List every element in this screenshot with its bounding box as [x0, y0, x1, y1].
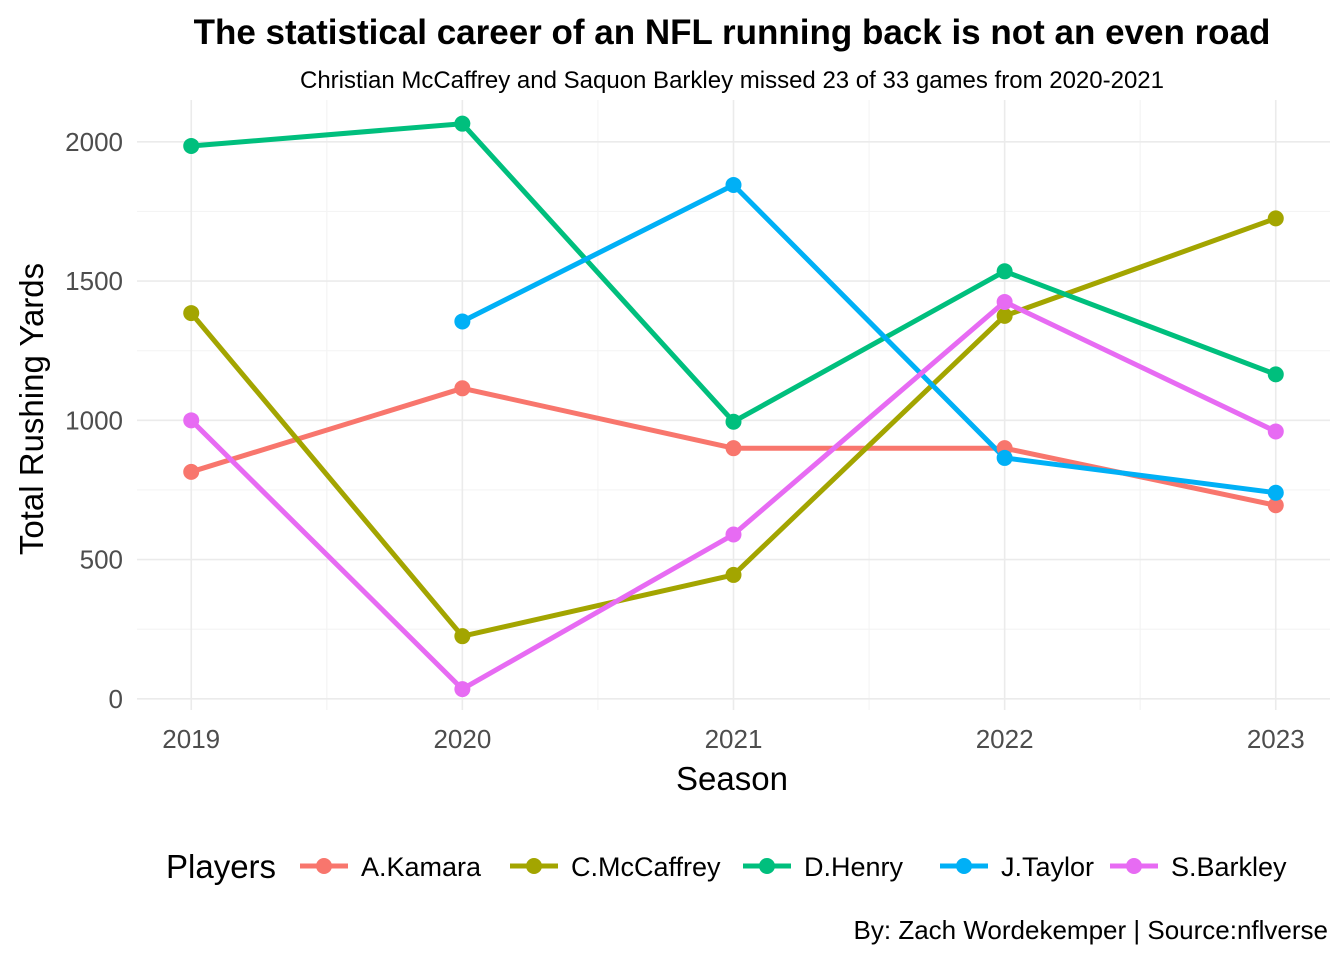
y-axis-title: Total Rushing Yards — [13, 263, 50, 555]
data-point-c-mccaffrey — [454, 628, 471, 645]
data-point-s-barkley — [454, 681, 471, 698]
chart-subtitle: Christian McCaffrey and Saquon Barkley m… — [300, 67, 1164, 94]
x-axis-ticks: 2019 2020 2021 2022 2023 — [162, 724, 1304, 754]
data-point-s-barkley — [183, 412, 200, 429]
data-point-j-taylor — [1267, 484, 1284, 501]
data-point-j-taylor — [454, 313, 471, 330]
legend-key-point — [526, 858, 542, 874]
x-tick-label: 2023 — [1247, 724, 1305, 754]
chart-title: The statistical career of an NFL running… — [194, 13, 1271, 52]
data-point-a-kamara — [1267, 497, 1284, 514]
legend-item-d-henry: D.Henry — [743, 852, 904, 882]
y-tick-label: 2000 — [65, 127, 123, 157]
data-point-a-kamara — [183, 463, 200, 480]
legend-key-point — [759, 858, 775, 874]
data-point-d-henry — [725, 413, 742, 430]
legend-label: A.Kamara — [361, 852, 482, 882]
y-axis-ticks: 0 500 1000 1500 2000 — [65, 127, 123, 714]
data-point-a-kamara — [454, 380, 471, 397]
y-tick-label: 1500 — [65, 266, 123, 296]
data-point-c-mccaffrey — [1267, 210, 1284, 227]
legend-item-a-kamara: A.Kamara — [300, 852, 482, 882]
data-point-d-henry — [1267, 366, 1284, 383]
data-point-s-barkley — [996, 293, 1013, 310]
data-point-c-mccaffrey — [183, 305, 200, 322]
x-tick-label: 2020 — [433, 724, 491, 754]
legend: Players A.Kamara C.McCaffrey D.Henry J.Tayl… — [166, 848, 1287, 885]
data-point-c-mccaffrey — [996, 307, 1013, 324]
data-point-s-barkley — [725, 526, 742, 543]
data-point-d-henry — [996, 263, 1013, 280]
legend-item-s-barkley: S.Barkley — [1110, 852, 1287, 882]
data-point-j-taylor — [725, 176, 742, 193]
x-tick-label: 2021 — [705, 724, 763, 754]
chart-caption: By: Zach Wordekemper | Source:nflverse — [854, 915, 1328, 945]
legend-item-j-taylor: J.Taylor — [940, 852, 1094, 882]
y-tick-label: 500 — [80, 545, 123, 575]
y-tick-label: 0 — [109, 684, 123, 714]
data-point-c-mccaffrey — [725, 566, 742, 583]
data-point-j-taylor — [996, 449, 1013, 466]
legend-key-point — [316, 858, 332, 874]
data-point-a-kamara — [725, 440, 742, 457]
legend-label: S.Barkley — [1171, 852, 1287, 882]
data-point-s-barkley — [1267, 423, 1284, 440]
series-points — [183, 115, 1284, 698]
y-tick-label: 1000 — [65, 405, 123, 435]
legend-key-point — [1126, 858, 1142, 874]
x-tick-label: 2019 — [162, 724, 220, 754]
data-point-d-henry — [454, 115, 471, 132]
x-tick-label: 2022 — [976, 724, 1034, 754]
legend-label: D.Henry — [804, 852, 904, 882]
legend-title: Players — [166, 848, 276, 885]
legend-label: C.McCaffrey — [571, 852, 721, 882]
series-line-j-taylor — [461, 182, 1277, 496]
grid — [137, 100, 1330, 710]
legend-item-c-mccaffrey: C.McCaffrey — [510, 852, 721, 882]
legend-key-point — [956, 858, 972, 874]
legend-label: J.Taylor — [1001, 852, 1094, 882]
data-point-d-henry — [183, 137, 200, 154]
x-axis-title: Season — [676, 760, 788, 797]
